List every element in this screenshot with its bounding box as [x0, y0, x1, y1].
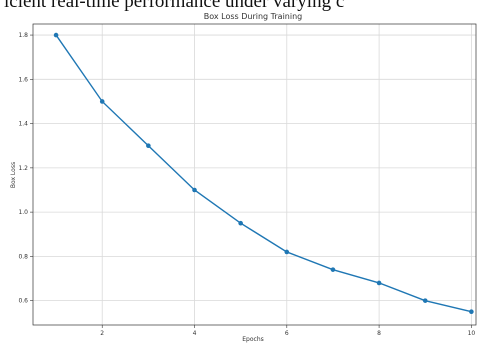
x-tick-label: 2	[100, 330, 104, 337]
data-point	[192, 187, 197, 193]
series-line	[55, 34, 472, 313]
data-point	[422, 298, 428, 303]
y-tick-label: 1.8	[18, 32, 28, 39]
grid-lines	[33, 24, 476, 325]
plot-frame	[32, 23, 477, 326]
x-axis-label: Epochs	[242, 336, 264, 343]
data-point	[376, 280, 382, 286]
y-tick-label: 1.4	[18, 121, 28, 128]
data-point	[284, 249, 290, 255]
series-group	[53, 32, 474, 315]
document-text-fragment: icient real-time performance under varyi…	[4, 0, 345, 12]
x-tick-label: 8	[377, 330, 381, 337]
data-point	[99, 99, 105, 104]
x-tick-label: 10	[468, 330, 476, 337]
y-axis-label: Box Loss	[10, 162, 17, 188]
y-tick-label: 0.6	[18, 298, 28, 305]
x-tick-label: 6	[285, 330, 289, 337]
y-tick-label: 0.8	[18, 253, 28, 260]
data-point	[330, 267, 336, 272]
data-point	[146, 143, 151, 149]
y-tick-label: 1.6	[18, 76, 28, 83]
y-tick-label: 1.0	[18, 209, 28, 216]
data-point	[238, 220, 243, 226]
data-point	[53, 32, 59, 38]
x-ticks: 2 4 6 8 10	[100, 325, 475, 337]
y-tick-label: 1.2	[18, 165, 28, 172]
y-ticks: 0.6 0.8 1.0 1.2 1.4 1.6 1.8	[18, 32, 33, 305]
chart-title: Box Loss During Training	[204, 12, 303, 21]
axes	[32, 23, 477, 326]
x-tick-label: 4	[193, 330, 197, 337]
data-point	[469, 309, 474, 315]
